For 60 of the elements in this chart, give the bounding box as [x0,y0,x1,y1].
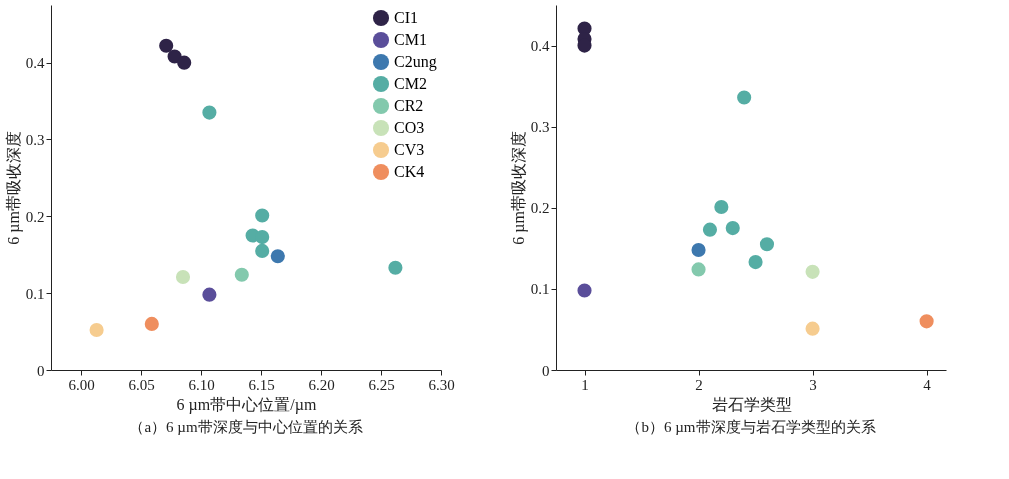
point [202,105,217,120]
y-tick-label: 0 [542,362,550,379]
point [748,255,763,270]
point [255,230,270,245]
x-tick-label: 4 [923,376,932,393]
y-tick-label: 0.2 [25,208,45,225]
legend-label: CI1 [394,9,418,26]
legend-label: CK4 [394,163,425,180]
point [388,260,403,275]
y-tick-label: 0.1 [25,285,45,302]
point [159,38,174,53]
point [144,316,159,331]
y-axis-title: 6 µm带吸收深度 [509,131,528,245]
point [255,208,270,223]
legend-label: CO3 [394,119,425,136]
point [691,242,706,258]
legend-label: CM2 [394,75,427,92]
x-tick-label: 6.00 [68,376,95,393]
point [202,287,217,302]
y-tick-label: 0.3 [530,119,550,136]
point [577,283,592,298]
y-axis-title: 6 µm带吸收深度 [4,131,23,245]
point [175,269,191,285]
point [805,264,820,279]
y-tick-label: 0.2 [530,200,550,217]
x-tick-label: 6.25 [368,376,395,393]
x-tick-label: 6.15 [248,376,275,393]
point [805,321,820,336]
y-tick-label: 0.1 [530,281,550,298]
point [714,199,729,215]
legend-label: CR2 [394,97,424,114]
x-axis-title: 6 µm带中心位置/µm [176,395,317,414]
x-tick-label: 6.20 [308,376,335,393]
y-tick-label: 0 [37,362,45,379]
point [725,221,740,236]
point [702,222,718,237]
x-tick-label: 6.10 [188,376,215,393]
text: （a）6 µm带深度与中心位置的关系 [129,419,363,435]
x-tick-label: 6.05 [128,376,155,393]
point [234,267,249,282]
point [270,249,285,264]
point [89,322,104,338]
text: （b）6 µm带深度与岩石学类型的关系 [626,419,876,435]
point [737,90,752,105]
x-axis-title: 岩石学类型 [711,395,792,413]
point [691,262,706,277]
point [177,55,192,70]
point [759,237,775,252]
y-tick-label: 0.4 [25,55,45,72]
x-tick-label: 6.30 [428,376,455,393]
legend-label: CM1 [394,31,427,48]
legend-label: C2ung [394,53,437,71]
point [919,314,934,329]
x-tick-label: 1 [581,376,589,393]
point [255,243,270,258]
x-tick-label: 2 [695,376,703,393]
y-tick-label: 0.3 [25,131,45,148]
legend-label: CV3 [394,141,425,158]
x-tick-label: 3 [809,376,817,393]
y-tick-label: 0.4 [530,38,550,55]
